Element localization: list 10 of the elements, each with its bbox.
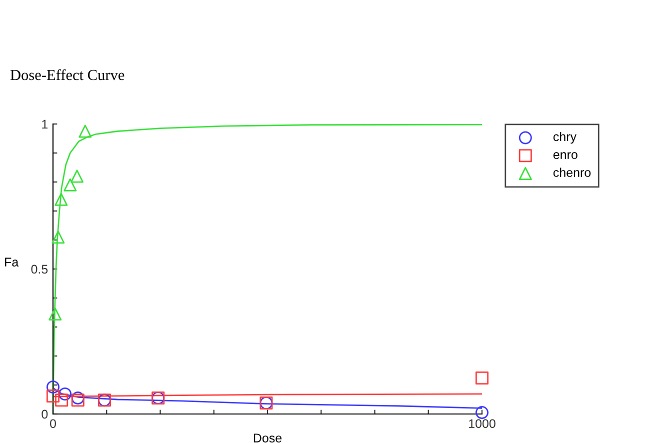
legend-label: chry [553, 132, 576, 144]
y-axis-title: Fa [5, 258, 19, 267]
y-tick-label: 0.5 [31, 264, 48, 274]
x-axis-title: Dose [254, 434, 282, 442]
chart-title: Dose-Effect Curve [10, 69, 124, 80]
legend-label: enro [553, 152, 578, 160]
x-tick-label: 1000 [469, 419, 496, 428]
y-tick-label: 1 [42, 120, 48, 129]
legend-label: chenro [553, 168, 591, 177]
y-tick-label: 0 [42, 410, 48, 419]
